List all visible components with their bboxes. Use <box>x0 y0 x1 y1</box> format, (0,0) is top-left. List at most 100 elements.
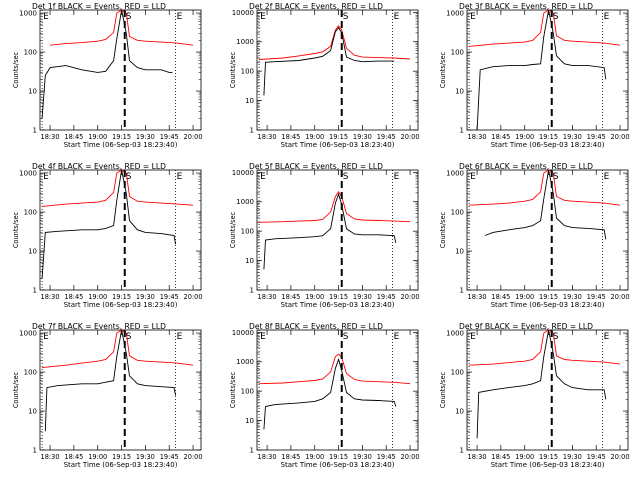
interval-marker: E <box>604 332 610 342</box>
y-tick-label: 10 <box>245 257 254 265</box>
y-axis-label: Counts/sec <box>12 371 20 408</box>
series-line-lld <box>469 329 621 366</box>
y-axis-label: Counts/sec <box>229 371 237 408</box>
x-tick-label: 19:15 <box>112 293 131 301</box>
y-tick-label: 1000 <box>19 330 37 338</box>
series-line-lld <box>259 24 411 60</box>
plot-frame <box>39 169 202 291</box>
x-tick-label: 19:45 <box>377 133 396 141</box>
x-tick-label: 18:30 <box>468 133 487 141</box>
chart-panel-5: Det 5f BLACK = Events, RED = LLD 1 10 100 10… <box>229 162 420 309</box>
y-tick-label: 1 <box>33 127 37 135</box>
chart-panel-1: Det 1f BLACK = Events, RED = LLD 1 10 100 10… <box>12 2 203 149</box>
y-tick-label: 10 <box>28 248 37 256</box>
interval-marker: E <box>470 12 476 22</box>
chart-panel-6: Det 6f BLACK = Events, RED = LLD 1 10 100 10… <box>439 162 630 309</box>
y-tick-label: 100 <box>451 49 464 57</box>
y-tick-label: 100 <box>451 369 464 377</box>
x-tick-label: 19:45 <box>160 133 179 141</box>
x-tick-label: 18:30 <box>258 133 277 141</box>
x-axis-label: Start Time (06-Sep-03 18:23:40) <box>491 461 605 469</box>
y-tick-label: 100 <box>24 369 37 377</box>
chart-title: Det 9f BLACK = Events, RED = LLD <box>459 322 593 331</box>
chart-title: Det 7f BLACK = Events, RED = LLD <box>32 322 166 331</box>
x-tick-label: 18:30 <box>258 293 277 301</box>
x-tick-label: 18:30 <box>41 293 60 301</box>
series-line-events <box>484 169 607 240</box>
chart-panel-7: Det 7f BLACK = Events, RED = LLD 1 10 100 10… <box>12 322 203 469</box>
y-tick-label: 1 <box>250 447 254 455</box>
x-tick-label: 19:15 <box>539 133 558 141</box>
x-tick-label: 19:30 <box>353 133 372 141</box>
y-tick-label: 100 <box>241 68 254 76</box>
x-tick-label: 19:30 <box>136 293 155 301</box>
y-tick-label: 1 <box>460 447 464 455</box>
x-tick-label: 19:15 <box>329 453 348 461</box>
x-tick-label: 18:45 <box>491 453 510 461</box>
x-tick-label: 19:00 <box>88 133 107 141</box>
plot-frame <box>39 9 202 131</box>
x-tick-label: 20:00 <box>401 453 420 461</box>
x-tick-label: 19:15 <box>112 133 131 141</box>
y-tick-label: 1000 <box>19 10 37 18</box>
y-tick-label: 100 <box>241 388 254 396</box>
x-tick-label: 18:30 <box>258 453 277 461</box>
x-tick-label: 19:15 <box>539 453 558 461</box>
x-tick-label: 19:00 <box>305 293 324 301</box>
y-tick-label: 10 <box>28 88 37 96</box>
interval-marker: E <box>43 12 49 22</box>
series-line-lld <box>469 169 621 206</box>
interval-marker: E <box>177 172 183 182</box>
x-tick-label: 20:00 <box>184 133 203 141</box>
interval-marker: S <box>343 12 349 22</box>
y-tick-label: 1000 <box>446 170 464 178</box>
x-axis-label: Start Time (06-Sep-03 18:23:40) <box>64 141 178 149</box>
x-tick-label: 19:15 <box>329 293 348 301</box>
y-axis-label: Counts/sec <box>12 51 20 88</box>
y-axis-label: Counts/sec <box>12 211 20 248</box>
interval-marker: E <box>470 332 476 342</box>
series-line-lld <box>42 169 194 207</box>
y-tick-label: 1 <box>250 287 254 295</box>
series-line-events <box>41 9 173 119</box>
interval-marker: E <box>394 332 400 342</box>
plot-frame <box>256 169 419 291</box>
chart-title: Det 1f BLACK = Events, RED = LLD <box>32 2 166 11</box>
series-line-events <box>263 357 397 430</box>
series-line-events <box>44 329 177 432</box>
x-tick-label: 19:00 <box>515 453 534 461</box>
interval-marker: E <box>470 172 476 182</box>
chart-panel-4: Det 4f BLACK = Events, RED = LLD 1 10 100 10… <box>12 162 203 309</box>
x-axis-label: Start Time (06-Sep-03 18:23:40) <box>281 141 395 149</box>
x-tick-label: 19:00 <box>305 453 324 461</box>
x-tick-label: 19:30 <box>136 133 155 141</box>
x-tick-label: 19:30 <box>563 133 582 141</box>
chart-title: Det 3f BLACK = Events, RED = LLD <box>459 2 593 11</box>
x-tick-label: 18:45 <box>491 133 510 141</box>
x-tick-label: 18:45 <box>491 293 510 301</box>
plot-frame <box>466 169 629 291</box>
x-tick-label: 19:00 <box>515 293 534 301</box>
x-tick-label: 19:30 <box>353 293 372 301</box>
interval-marker: S <box>126 172 132 182</box>
interval-marker: E <box>177 332 183 342</box>
interval-marker: E <box>177 12 183 22</box>
x-tick-label: 19:15 <box>539 293 558 301</box>
interval-marker: E <box>260 332 266 342</box>
y-tick-label: 1000 <box>236 358 254 366</box>
chart-title: Det 6f BLACK = Events, RED = LLD <box>459 162 593 171</box>
y-tick-label: 100 <box>241 228 254 236</box>
x-tick-label: 19:15 <box>329 133 348 141</box>
x-tick-label: 19:30 <box>136 453 155 461</box>
x-axis-label: Start Time (06-Sep-03 18:23:40) <box>281 461 395 469</box>
y-tick-label: 1 <box>33 447 37 455</box>
plot-frame <box>256 329 419 451</box>
series-line-events <box>263 192 397 270</box>
interval-marker: S <box>343 332 349 342</box>
x-tick-label: 20:00 <box>401 293 420 301</box>
y-tick-label: 1000 <box>236 198 254 206</box>
x-tick-label: 19:45 <box>160 453 179 461</box>
y-tick-label: 1000 <box>19 170 37 178</box>
series-line-lld <box>259 353 411 385</box>
